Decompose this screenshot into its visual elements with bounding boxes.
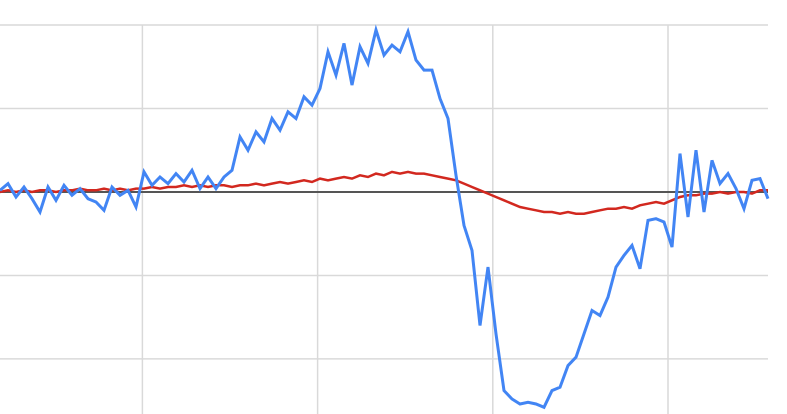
primary-volatile-series-line bbox=[0, 24, 770, 410]
